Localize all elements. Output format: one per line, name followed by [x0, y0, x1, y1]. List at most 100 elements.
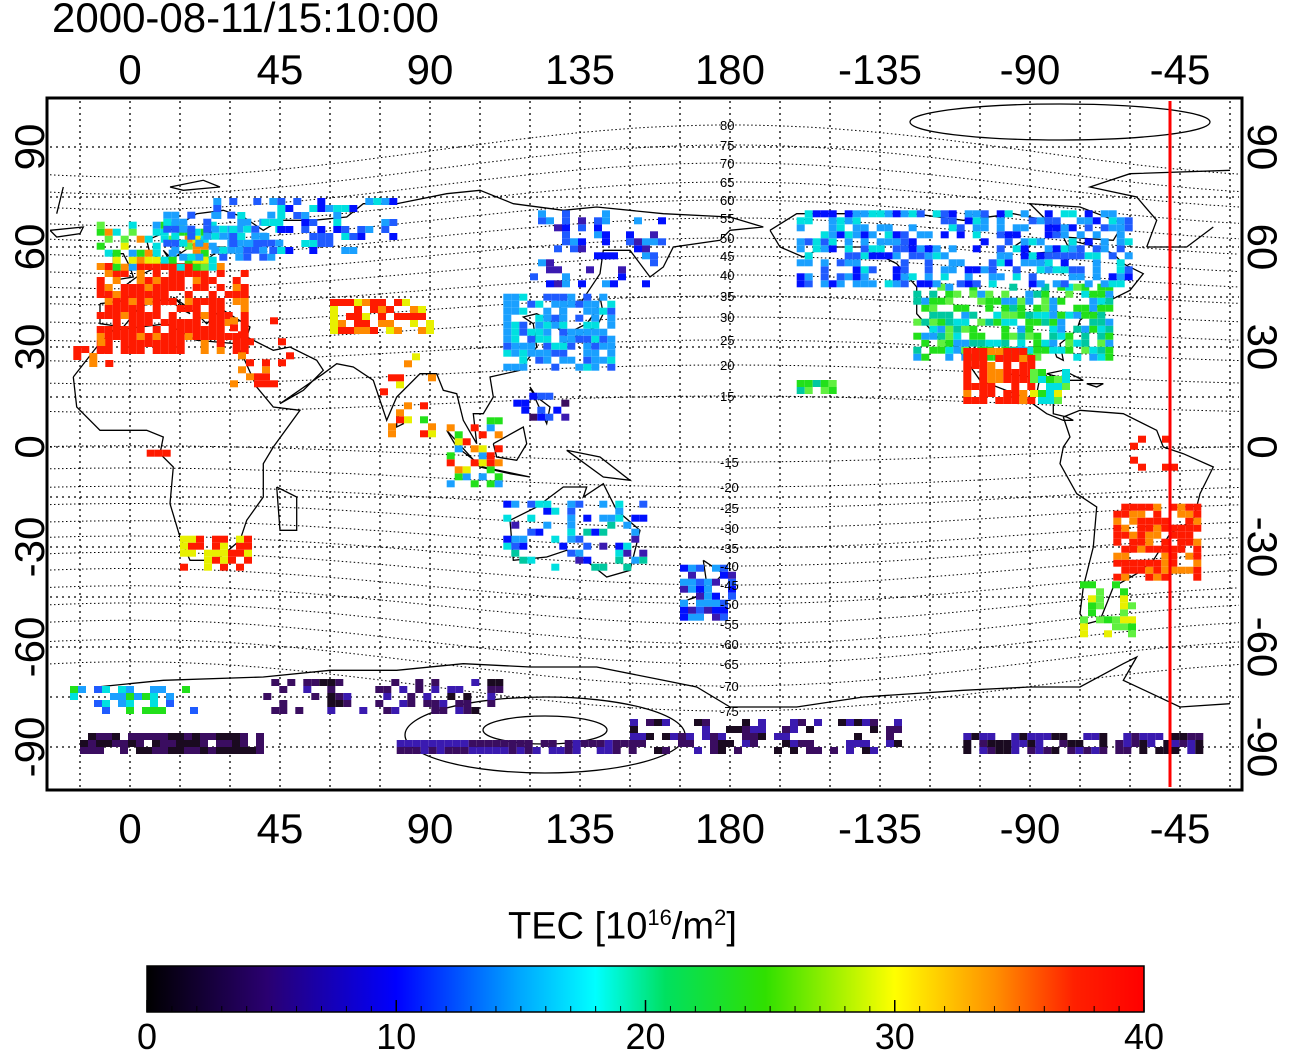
- tec-cell: [166, 700, 174, 707]
- tec-cell: [454, 438, 463, 446]
- tec-cell: [987, 362, 996, 369]
- tec-cell: [988, 259, 997, 267]
- tec-cell: [1120, 602, 1128, 610]
- tec-cell: [285, 226, 294, 233]
- tec-cell: [420, 430, 428, 438]
- tec-cell: [929, 304, 938, 312]
- tec-cell: [1193, 503, 1202, 511]
- tec-cell: [495, 686, 504, 693]
- tec-cell: [120, 263, 129, 271]
- tec-cell: [184, 298, 193, 305]
- tec-cell: [240, 312, 249, 319]
- tec-cell: [1097, 353, 1106, 361]
- tec-cell: [642, 245, 650, 253]
- tec-cell: [486, 466, 495, 474]
- tec-cell: [152, 263, 161, 270]
- tec-cell: [559, 356, 568, 364]
- tec-cell: [203, 225, 212, 233]
- tec-cell: [126, 686, 134, 693]
- tec-cell: [144, 291, 153, 298]
- tec-cell: [470, 480, 479, 488]
- tec-cell: [1028, 259, 1037, 267]
- tec-cell: [1049, 339, 1058, 347]
- tec-cell: [309, 219, 318, 226]
- tec-cell: [503, 335, 512, 343]
- tec-cell: [567, 500, 576, 508]
- tec-cell: [886, 726, 894, 733]
- tec-cell: [120, 242, 129, 250]
- tec-cell: [1065, 346, 1074, 354]
- tec-cell: [388, 430, 396, 438]
- coastline-path: [1086, 383, 1104, 388]
- tec-cell: [492, 740, 501, 747]
- tec-cell: [964, 273, 973, 281]
- tec-cell: [216, 333, 225, 340]
- magnetic-latitude-contour: [50, 535, 1239, 567]
- tec-cell: [519, 363, 528, 371]
- tec-cell: [993, 339, 1002, 347]
- left-lat-tick-label: -30: [6, 517, 53, 578]
- tec-cell: [844, 231, 853, 239]
- tec-cell: [1124, 252, 1133, 260]
- colorbar-tick-label: 20: [625, 1016, 666, 1057]
- colorbar-tick-label: 40: [1124, 1016, 1165, 1057]
- tec-cell: [527, 349, 536, 357]
- tec-cell: [559, 300, 568, 308]
- tec-cell: [1076, 217, 1085, 225]
- tec-cell: [1075, 747, 1084, 754]
- tec-cell: [527, 300, 536, 308]
- tec-cell: [112, 263, 121, 271]
- tec-cell: [1017, 297, 1026, 305]
- tec-cell: [1081, 290, 1090, 298]
- tec-cell: [1067, 747, 1076, 754]
- tec-cell: [1105, 332, 1114, 340]
- tec-cell: [1131, 740, 1140, 747]
- tec-cell: [804, 238, 813, 246]
- tec-cell: [104, 733, 112, 740]
- tec-cell: [1112, 581, 1120, 589]
- tec-cell: [112, 740, 120, 747]
- tec-cell: [327, 693, 336, 700]
- tec-cell: [1116, 217, 1125, 225]
- tec-cell: [924, 280, 933, 288]
- tec-cell: [860, 210, 869, 218]
- left-lat-tick-label: 0: [6, 435, 53, 458]
- tec-cell: [160, 340, 169, 347]
- tec-cell: [1116, 224, 1125, 232]
- tec-cell: [1049, 318, 1058, 326]
- tec-cell: [112, 256, 121, 264]
- tec-cell: [820, 238, 829, 246]
- tec-cell: [836, 280, 845, 288]
- tec-cell: [244, 549, 252, 557]
- tec-cell: [230, 324, 238, 332]
- tec-cell: [399, 700, 408, 707]
- tec-cell: [180, 563, 188, 571]
- tec-cell: [774, 733, 782, 740]
- tec-cell: [259, 239, 268, 247]
- tec-cell: [389, 233, 398, 240]
- tec-cell: [503, 349, 512, 357]
- tec-cell: [599, 356, 608, 364]
- tec-cell: [1011, 397, 1020, 404]
- tec-cell: [235, 253, 244, 261]
- tec-cell: [80, 740, 88, 747]
- tec-cell: [1163, 747, 1172, 754]
- tec-cell: [208, 298, 217, 305]
- tec-cell: [219, 232, 228, 240]
- tec-cell: [112, 291, 121, 298]
- left-lat-tick-label: 60: [6, 224, 53, 271]
- tec-cell: [642, 252, 650, 260]
- tec-cell: [929, 290, 938, 298]
- tec-cell: [503, 328, 512, 336]
- tec-cell: [1137, 503, 1146, 511]
- tec-cell: [996, 210, 1005, 218]
- tec-cell: [470, 459, 479, 467]
- tec-cell: [286, 352, 294, 360]
- tec-cell: [995, 397, 1004, 404]
- tec-cell: [570, 245, 578, 253]
- tec-cell: [1121, 545, 1130, 553]
- tec-cell: [168, 270, 177, 277]
- tec-cell: [349, 233, 358, 240]
- tec-cell: [1169, 503, 1178, 511]
- tec-cell: [1105, 304, 1114, 312]
